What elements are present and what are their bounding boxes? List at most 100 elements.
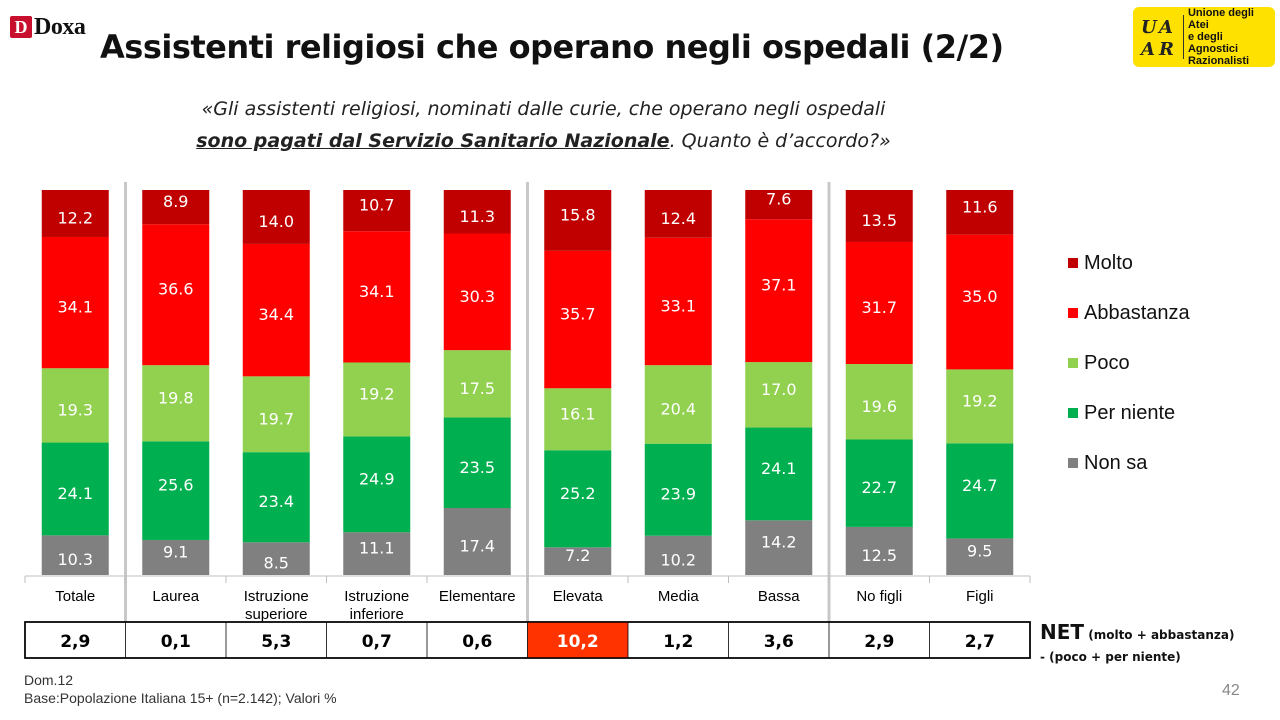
- bar-segment-non_sa: [845, 526, 913, 575]
- data-label-per_niente: 24.1: [57, 484, 93, 503]
- bar-segment-poco: [946, 369, 1014, 444]
- question-line-1: «Gli assistenti religiosi, nominati dall…: [201, 98, 886, 120]
- svg-text:U: U: [1141, 17, 1158, 38]
- data-label-per_niente: 25.2: [560, 484, 596, 503]
- data-label-abbastanza: 34.1: [359, 282, 395, 301]
- data-label-non_sa: 10.2: [660, 550, 696, 569]
- data-label-per_niente: 22.7: [861, 478, 897, 497]
- legend-swatch: [1068, 458, 1078, 468]
- bar-segment-abbastanza: [41, 236, 109, 369]
- data-label-abbastanza: 30.3: [459, 287, 495, 306]
- net-row-outline: [24, 621, 1031, 659]
- page-title: Assistenti religiosi che operano negli o…: [100, 28, 1004, 66]
- data-label-molto: 11.6: [962, 197, 998, 216]
- data-label-poco: 17.0: [761, 380, 797, 399]
- question-line-2-rest: . Quanto è d’accordo?»: [669, 130, 891, 152]
- data-label-abbastanza: 33.1: [660, 296, 696, 315]
- chart-legend: Molto Abbastanza Poco Per niente Non sa: [1068, 238, 1190, 488]
- doxa-logo-text: Doxa: [34, 13, 86, 40]
- bar-segment-non_sa: [946, 538, 1014, 575]
- bar-segment-poco: [443, 350, 511, 418]
- question-line-2: sono pagati dal Servizio Sanitario Nazio…: [0, 130, 1087, 152]
- data-label-per_niente: 24.7: [962, 476, 998, 495]
- data-label-non_sa: 14.2: [761, 533, 797, 552]
- data-label-per_niente: 23.5: [459, 458, 495, 477]
- data-label-molto: 10.7: [359, 196, 395, 215]
- bar-segment-molto: [242, 190, 310, 244]
- page-number: 42: [1222, 682, 1240, 699]
- uaar-name-line1: Unione degli Atei: [1187, 7, 1254, 31]
- data-label-poco: 19.8: [158, 388, 194, 407]
- bar-segment-abbastanza: [644, 237, 712, 366]
- bar-segment-poco: [142, 365, 210, 442]
- legend-item: Molto: [1068, 238, 1190, 288]
- uaar-divider: [1183, 15, 1184, 59]
- legend-swatch: [1068, 358, 1078, 368]
- data-label-poco: 19.7: [258, 409, 294, 428]
- legend-label: Molto: [1084, 251, 1133, 274]
- x-tick-label: inferiore: [350, 606, 404, 623]
- svg-text:A: A: [1157, 17, 1173, 38]
- bar-segment-per_niente: [142, 441, 210, 540]
- net-cell-highlight: [527, 622, 628, 658]
- bar-segment-poco: [343, 362, 411, 437]
- data-label-molto: 7.6: [766, 190, 791, 209]
- x-tick-label: Figli: [966, 588, 994, 605]
- legend-label: Poco: [1084, 351, 1130, 374]
- legend-label: Per niente: [1084, 401, 1176, 424]
- legend-item: Abbastanza: [1068, 288, 1190, 338]
- bar-segment-abbastanza: [544, 250, 612, 389]
- bar-segment-molto: [544, 190, 612, 251]
- data-label-molto: 12.2: [57, 208, 93, 227]
- stacked-bar-chart: 10.3 24.1 19.3 34.1 12.2 9.1 25.6 19.8 36.6 8.9 8.…: [24, 182, 1031, 659]
- bar-segment-molto: [644, 190, 712, 238]
- bar-segment-molto: [41, 190, 109, 237]
- bar-segment-abbastanza: [142, 224, 210, 366]
- data-label-abbastanza: 34.4: [258, 305, 294, 324]
- data-label-non_sa: 9.5: [967, 542, 992, 561]
- uaar-name-line3: Razionalisti: [1187, 55, 1250, 67]
- sample-base-note: Base:Popolazione Italiana 15+ (n=2.142);…: [24, 690, 337, 706]
- bar-segment-per_niente: [845, 439, 913, 527]
- bar-segment-molto: [745, 190, 813, 220]
- data-label-molto: 8.9: [163, 192, 188, 211]
- bar-segment-per_niente: [946, 443, 1014, 539]
- data-label-abbastanza: 35.0: [962, 287, 998, 306]
- bar-segment-molto: [845, 190, 913, 242]
- data-label-poco: 19.3: [57, 400, 93, 419]
- net-value: 3,6: [764, 632, 794, 652]
- data-label-non_sa: 8.5: [264, 554, 289, 573]
- x-tick-label: Istruzione: [344, 588, 409, 605]
- data-label-per_niente: 24.9: [359, 469, 395, 488]
- net-value: 10,2: [557, 632, 599, 652]
- data-label-poco: 19.2: [359, 384, 395, 403]
- bar-segment-poco: [544, 388, 612, 451]
- data-label-molto: 15.8: [560, 205, 596, 224]
- bar-segment-non_sa: [242, 542, 310, 575]
- data-label-poco: 17.5: [459, 379, 495, 398]
- bar-segment-per_niente: [242, 452, 310, 543]
- legend-item: Non sa: [1068, 438, 1190, 488]
- bar-segment-molto: [343, 190, 411, 232]
- bar-segment-poco: [41, 368, 109, 443]
- bar-segment-poco: [745, 362, 813, 428]
- legend-swatch: [1068, 308, 1078, 318]
- uaar-name-line2: e degli Agnostici: [1187, 31, 1239, 55]
- x-tick-label: Bassa: [758, 588, 800, 605]
- data-label-molto: 12.4: [660, 209, 696, 228]
- bar-segment-per_niente: [745, 427, 813, 521]
- data-label-abbastanza: 31.7: [861, 298, 897, 317]
- data-label-molto: 14.0: [258, 212, 294, 231]
- uaar-monogram-icon: U A A R: [1139, 17, 1174, 60]
- data-label-per_niente: 24.1: [761, 459, 797, 478]
- bar-segment-non_sa: [343, 532, 411, 575]
- bar-segment-non_sa: [41, 535, 109, 575]
- legend-swatch: [1068, 258, 1078, 268]
- data-label-per_niente: 23.9: [660, 485, 696, 504]
- net-label-formula: (molto + abbastanza): [1084, 628, 1235, 642]
- data-label-per_niente: 23.4: [258, 492, 294, 511]
- data-label-poco: 20.4: [660, 399, 696, 418]
- legend-item: Per niente: [1068, 388, 1190, 438]
- bar-segment-abbastanza: [242, 243, 310, 377]
- doxa-logo-mark: D: [10, 16, 32, 38]
